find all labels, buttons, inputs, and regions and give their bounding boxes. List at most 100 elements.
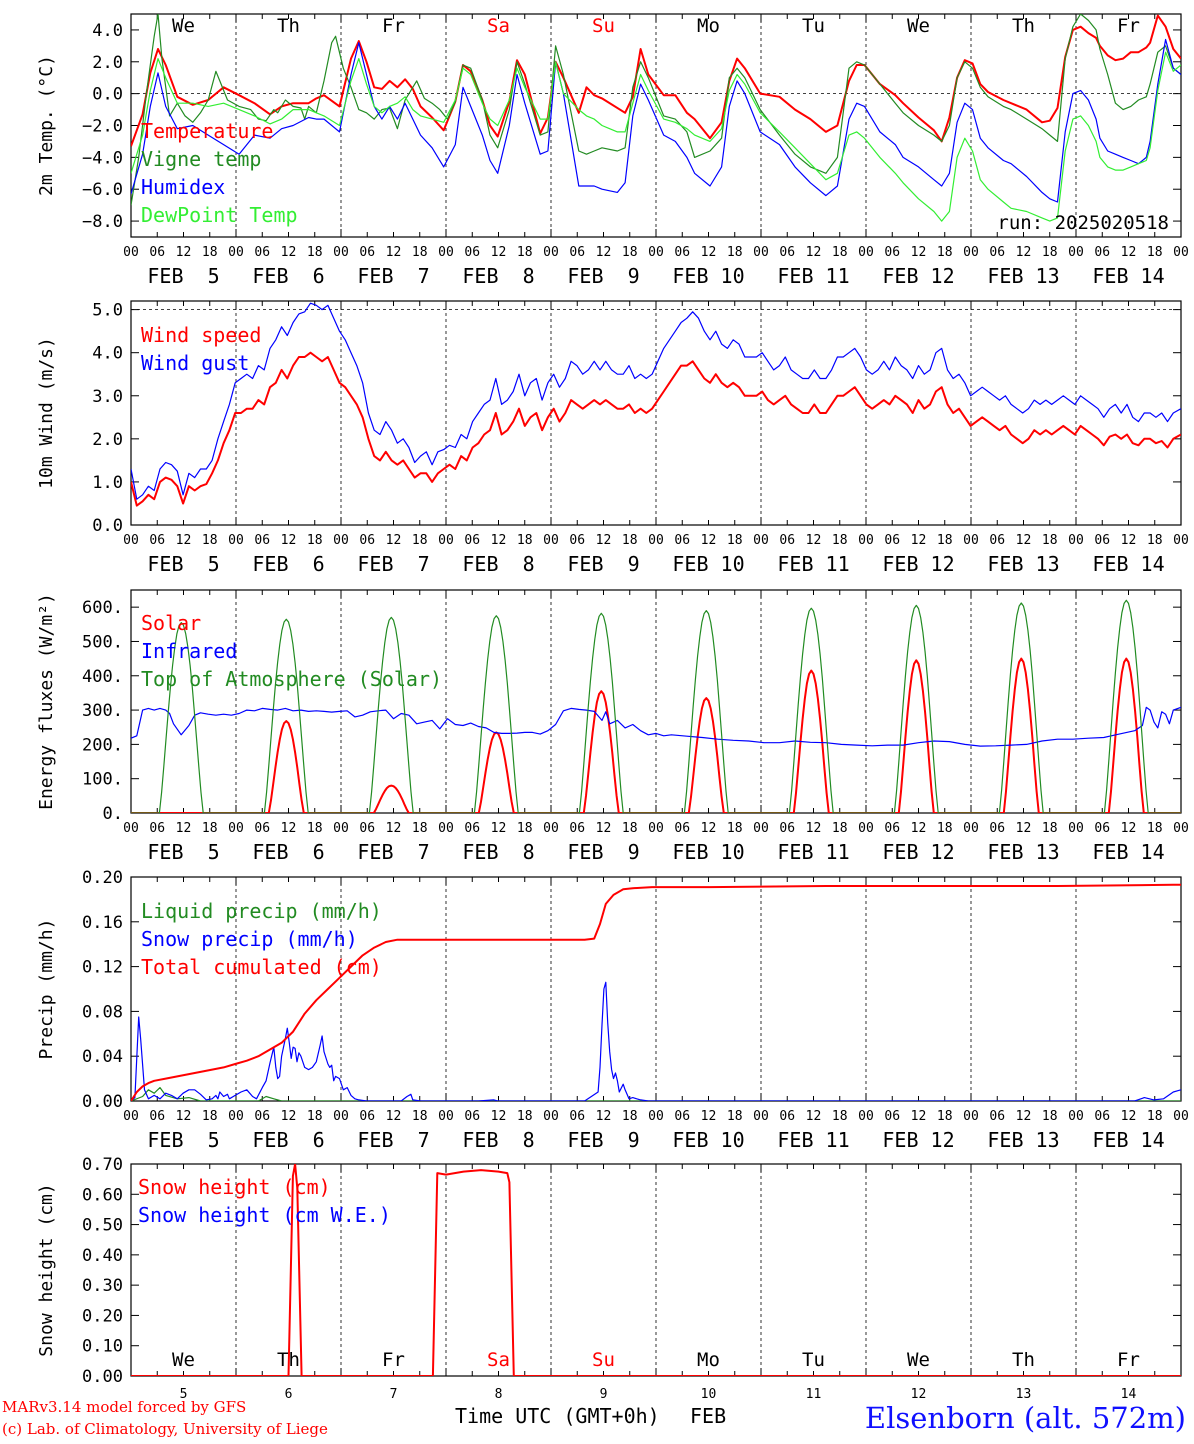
- hour-tick-label: 18: [202, 1109, 218, 1124]
- date-label: FEB 6: [252, 552, 324, 576]
- panel-2: 5.0 4.0 3.0 2.0 1.0 0.0 10m Wind (m/s) 00 06 12 18…: [36, 300, 1189, 576]
- hour-tick-label: 06: [359, 821, 375, 836]
- hour-tick-label: 00: [858, 1109, 874, 1124]
- hour-tick-label: 12: [281, 1109, 297, 1124]
- weekday-label: Sa: [487, 1349, 510, 1371]
- weekday-label: Th: [277, 15, 300, 37]
- hour-tick-label: 12: [1121, 1109, 1137, 1124]
- hour-tick-label: 18: [1042, 533, 1058, 548]
- hour-tick-label: 00: [1068, 245, 1084, 260]
- hour-tick-label: 00: [963, 821, 979, 836]
- hour-tick-label: 00: [1068, 1109, 1084, 1124]
- hour-tick-label: 12: [701, 245, 717, 260]
- day-number-label: 7: [390, 1387, 398, 1402]
- legend-entry: Snow height (cm): [138, 1175, 331, 1199]
- y-axis-label: Precip (mm/h): [36, 919, 57, 1060]
- hour-tick-label: 12: [806, 821, 822, 836]
- hour-tick-label: 18: [517, 821, 533, 836]
- series-line-wind-speed: [131, 351, 1181, 507]
- hour-tick-label: 18: [307, 245, 323, 260]
- weekday-label: Th: [1012, 1349, 1035, 1371]
- hour-tick-label: 18: [202, 245, 218, 260]
- hour-tick-label: 00: [648, 821, 664, 836]
- date-label: FEB 12: [882, 264, 954, 288]
- y-tick-label: 0.: [103, 804, 123, 824]
- hour-tick-label: 18: [1042, 245, 1058, 260]
- hour-tick-label: 00: [1173, 1109, 1189, 1124]
- legend-entry: Vigne temp: [141, 147, 261, 171]
- hour-tick-label: 18: [1147, 821, 1163, 836]
- date-label: FEB 10: [672, 264, 744, 288]
- hour-tick-label: 06: [989, 245, 1005, 260]
- date-label: FEB 14: [1092, 264, 1164, 288]
- legend-entry: Snow height (cm W.E.): [138, 1203, 391, 1227]
- hour-tick-label: 18: [832, 245, 848, 260]
- hour-tick-label: 12: [596, 533, 612, 548]
- date-label: FEB 12: [882, 552, 954, 576]
- date-label: FEB 13: [987, 1128, 1059, 1152]
- y-tick-label: 600.: [82, 598, 123, 618]
- series-line-top-of-atmosphere-solar-: [131, 599, 1181, 813]
- date-label: FEB 9: [567, 552, 639, 576]
- hour-tick-label: 06: [779, 533, 795, 548]
- hour-tick-label: 06: [359, 1109, 375, 1124]
- date-label: FEB 7: [357, 552, 429, 576]
- date-label: FEB 14: [1092, 1128, 1164, 1152]
- hour-tick-label: 00: [753, 533, 769, 548]
- y-tick-label: 0.20: [82, 1306, 123, 1326]
- y-tick-label: 0.12: [82, 958, 123, 978]
- copyright-credit: (c) Lab. of Climatology, University of L…: [2, 1420, 328, 1438]
- series-line-total-cumulated-cm-: [131, 883, 1181, 1101]
- date-label: FEB 11: [777, 840, 849, 864]
- day-number-label: 8: [495, 1387, 503, 1402]
- hour-tick-label: 06: [254, 1109, 270, 1124]
- y-tick-label: 0.0: [92, 516, 123, 536]
- hour-tick-label: 00: [438, 245, 454, 260]
- legend-entry: Liquid precip (mm/h): [141, 899, 382, 923]
- hour-tick-label: 00: [123, 533, 139, 548]
- hour-tick-label: 00: [543, 245, 559, 260]
- legend-entry: Temperature: [141, 119, 273, 143]
- y-tick-label: 0.04: [82, 1047, 123, 1067]
- weekday-label: Sa: [487, 15, 510, 37]
- hour-tick-label: 00: [228, 245, 244, 260]
- hour-tick-label: 18: [202, 821, 218, 836]
- hour-tick-label: 06: [884, 1109, 900, 1124]
- hour-tick-label: 12: [911, 533, 927, 548]
- hour-tick-label: 00: [753, 1109, 769, 1124]
- hour-tick-label: 18: [937, 1109, 953, 1124]
- series-line-dewpoint-temp: [131, 51, 1181, 222]
- hour-tick-label: 00: [438, 821, 454, 836]
- hour-tick-label: 18: [517, 245, 533, 260]
- legend-entry: Total cumulated (cm): [141, 955, 382, 979]
- series-line-solar: [131, 657, 1181, 813]
- hour-tick-label: 00: [963, 1109, 979, 1124]
- hour-tick-label: 18: [727, 821, 743, 836]
- hour-tick-label: 18: [832, 821, 848, 836]
- date-label: FEB 8: [462, 552, 534, 576]
- panel-1: 4.0 2.0 0.0 −2.0 −4.0 −6.0 −8.0 2m Temp. (°C) 00…: [36, 13, 1189, 288]
- hour-tick-label: 06: [884, 533, 900, 548]
- hour-tick-label: 06: [674, 1109, 690, 1124]
- hour-tick-label: 06: [254, 533, 270, 548]
- weekday-label: Tu: [802, 15, 825, 37]
- date-label: FEB 7: [357, 840, 429, 864]
- hour-tick-label: 12: [281, 245, 297, 260]
- date-label: FEB 5: [147, 264, 219, 288]
- series-line-liquid-precip-mm-h-: [131, 1087, 1181, 1101]
- date-label: FEB 5: [147, 840, 219, 864]
- date-label: FEB 8: [462, 1128, 534, 1152]
- hour-tick-label: 12: [176, 821, 192, 836]
- hour-tick-label: 18: [937, 245, 953, 260]
- hour-tick-label: 06: [884, 245, 900, 260]
- day-number-label: 13: [1016, 1387, 1032, 1402]
- footer: MARv3.14 model forced by GFS (c) Lab. of …: [2, 1398, 1186, 1438]
- hour-tick-label: 12: [1121, 533, 1137, 548]
- day-number-label: 9: [600, 1387, 608, 1402]
- y-axis-label: 10m Wind (m/s): [36, 337, 57, 489]
- y-tick-label: 0.0: [92, 85, 123, 105]
- hour-tick-label: 00: [753, 245, 769, 260]
- hour-tick-label: 06: [464, 245, 480, 260]
- run-annotation: run: 2025020518: [997, 212, 1169, 234]
